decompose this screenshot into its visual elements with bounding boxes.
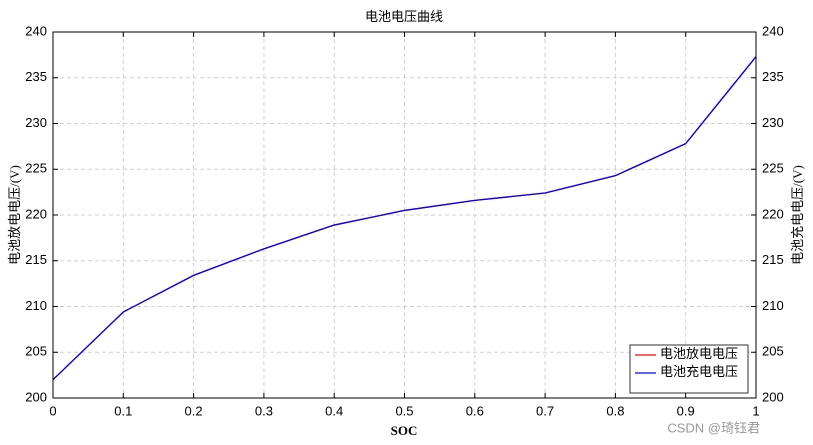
y-tick-label: 240 [25, 23, 47, 38]
y2-tick-label: 230 [762, 115, 784, 130]
legend-label: 电池放电电压 [660, 346, 738, 361]
x-tick-label: 0.1 [114, 403, 132, 418]
x-tick-label: 0.3 [255, 403, 273, 418]
y-tick-label: 205 [25, 344, 47, 359]
y2-axis-label: 电池充电电压/(V) [790, 165, 805, 265]
y-tick-label: 200 [25, 389, 47, 404]
legend-label: 电池充电电压 [660, 364, 738, 379]
x-tick-label: 0.7 [536, 403, 554, 418]
y2-tick-label: 240 [762, 23, 784, 38]
watermark: CSDN @琦钰君 [667, 420, 760, 435]
y2-tick-label: 215 [762, 252, 784, 267]
y-tick-label: 230 [25, 115, 47, 130]
y-tick-label: 220 [25, 206, 47, 221]
x-axis-label: SOC [391, 423, 418, 438]
chart-title: 电池电压曲线 [365, 9, 443, 24]
x-tick-label: 0.2 [185, 403, 203, 418]
y2-tick-label: 200 [762, 389, 784, 404]
x-tick-label: 0.4 [325, 403, 343, 418]
y2-tick-label: 210 [762, 298, 784, 313]
y2-tick-label: 225 [762, 161, 784, 176]
y-tick-label: 235 [25, 69, 47, 84]
y2-tick-label: 220 [762, 206, 784, 221]
line-series [52, 56, 757, 381]
x-tick-label: 0.6 [466, 403, 484, 418]
legend-box [629, 344, 749, 394]
plot-frame [52, 31, 757, 399]
x-tick-label: 0 [49, 403, 56, 418]
y-tick-label: 210 [25, 298, 47, 313]
y2-tick-label: 205 [762, 344, 784, 359]
x-tick-label: 0.8 [606, 403, 624, 418]
x-tick-label: 1 [752, 403, 759, 418]
y-axis-label: 电池放电电压/(V) [7, 165, 22, 265]
x-tick-label: 0.5 [395, 403, 413, 418]
y-tick-label: 225 [25, 161, 47, 176]
y2-tick-label: 235 [762, 69, 784, 84]
y-tick-label: 215 [25, 252, 47, 267]
x-tick-label: 0.9 [677, 403, 695, 418]
